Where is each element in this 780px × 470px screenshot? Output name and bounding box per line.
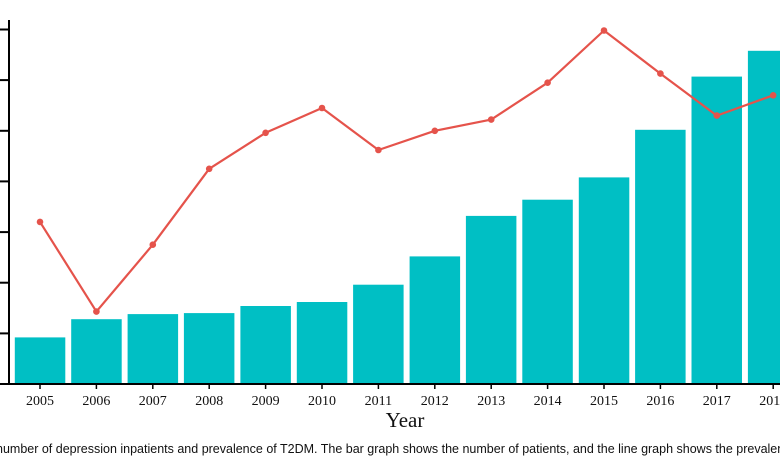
- line-point-2007: [149, 241, 157, 248]
- bar-2017: [691, 76, 742, 384]
- line-point-2014: [544, 79, 551, 86]
- line-point-2012: [431, 127, 439, 135]
- bar-2015: [578, 177, 630, 384]
- bar-2012: [409, 256, 461, 384]
- x-axis-title: Year: [386, 408, 425, 432]
- x-tick-label-2008: 2008: [195, 394, 223, 409]
- line-point-2011: [375, 146, 382, 154]
- bar-2011: [353, 284, 404, 384]
- line-path: [39, 29, 774, 313]
- bar-2005: [14, 337, 66, 384]
- line-point-2018: [769, 92, 777, 99]
- x-tick-label-2011: 2011: [365, 394, 392, 409]
- bar-series: [14, 50, 780, 385]
- line-point-2005: [36, 218, 44, 226]
- x-tick-label-2018: 2018: [759, 394, 780, 409]
- bar-2007: [127, 314, 179, 384]
- x-tick-label-2012: 2012: [421, 394, 449, 409]
- line-point-2013: [487, 116, 495, 123]
- x-tick-label-2010: 2010: [308, 394, 336, 409]
- x-tick-label-2015: 2015: [590, 394, 618, 409]
- line-series: [36, 27, 777, 315]
- bar-2014: [522, 199, 573, 384]
- line-point-2015: [600, 27, 608, 34]
- chart-svg: 2005 2006 2007 2008 2009 2010 2011 2012 2013 2014…: [0, 20, 780, 432]
- line-point-2009: [262, 129, 269, 137]
- x-tick-label-2017: 2017: [703, 394, 731, 409]
- bar-2018: [747, 50, 780, 385]
- line-point-2017: [713, 112, 721, 119]
- x-tick-label-2014: 2014: [534, 394, 562, 409]
- line-point-2016: [657, 70, 664, 77]
- x-tick-label-2007: 2007: [139, 394, 167, 409]
- bar-2009: [240, 306, 291, 384]
- line-point-2006: [93, 308, 100, 315]
- figure-caption: number of depression inpatients and prev…: [0, 442, 780, 456]
- axes: [0, 20, 780, 385]
- x-tick-label-2016: 2016: [646, 394, 674, 409]
- x-tick-label-2013: 2013: [477, 394, 505, 409]
- bar-2010: [296, 302, 348, 384]
- bar-2008: [183, 313, 235, 384]
- x-tick-labels: 2005 2006 2007 2008 2009 2010 2011 2012 2013 2014…: [26, 384, 780, 409]
- bar-2013: [465, 215, 517, 384]
- line-point-2010: [318, 104, 326, 112]
- bar-2016: [635, 129, 686, 384]
- line-point-2008: [205, 165, 213, 173]
- bar-2006: [71, 319, 122, 384]
- x-tick-label-2005: 2005: [26, 394, 54, 409]
- x-tick-label-2009: 2009: [252, 394, 280, 409]
- x-tick-label-2006: 2006: [82, 394, 110, 409]
